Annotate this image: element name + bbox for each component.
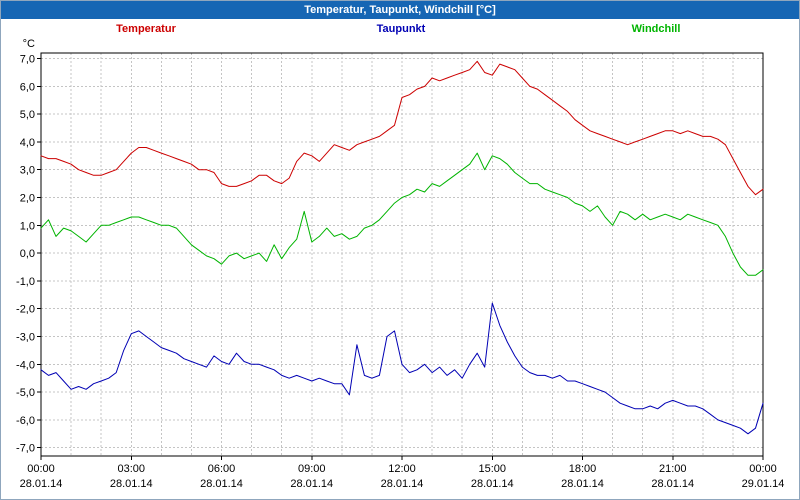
- window-title: Temperatur, Taupunkt, Windchill [°C]: [304, 4, 496, 16]
- svg-text:28.01.14: 28.01.14: [290, 478, 333, 490]
- svg-text:5,0: 5,0: [20, 109, 35, 121]
- svg-text:28.01.14: 28.01.14: [561, 478, 604, 490]
- svg-text:3,0: 3,0: [20, 165, 35, 177]
- svg-text:03:00: 03:00: [117, 463, 145, 475]
- svg-text:06:00: 06:00: [208, 463, 236, 475]
- window-title-bar: Temperatur, Taupunkt, Windchill [°C]: [1, 1, 799, 19]
- svg-text:29.01.14: 29.01.14: [742, 478, 785, 490]
- svg-text:-6,0: -6,0: [16, 415, 35, 427]
- svg-text:1,0: 1,0: [20, 220, 35, 232]
- svg-text:-7,0: -7,0: [16, 443, 35, 455]
- svg-text:6,0: 6,0: [20, 81, 35, 93]
- svg-text:7,0: 7,0: [20, 54, 35, 66]
- svg-text:18:00: 18:00: [569, 463, 597, 475]
- svg-text:28.01.14: 28.01.14: [110, 478, 153, 490]
- svg-text:28.01.14: 28.01.14: [20, 478, 63, 490]
- svg-text:-5,0: -5,0: [16, 387, 35, 399]
- svg-text:-4,0: -4,0: [16, 359, 35, 371]
- svg-text:-1,0: -1,0: [16, 276, 35, 288]
- svg-text:28.01.14: 28.01.14: [471, 478, 514, 490]
- svg-text:-2,0: -2,0: [16, 304, 35, 316]
- svg-text:15:00: 15:00: [478, 463, 506, 475]
- svg-text:00:00: 00:00: [749, 463, 777, 475]
- svg-text:28.01.14: 28.01.14: [651, 478, 694, 490]
- legend-item-temperatur: Temperatur: [116, 23, 176, 35]
- legend-item-windchill: Windchill: [631, 23, 681, 35]
- svg-text:0,0: 0,0: [20, 248, 35, 260]
- svg-text:°C: °C: [23, 38, 35, 50]
- svg-text:4,0: 4,0: [20, 137, 35, 149]
- svg-text:09:00: 09:00: [298, 463, 326, 475]
- svg-text:28.01.14: 28.01.14: [200, 478, 243, 490]
- svg-text:2,0: 2,0: [20, 193, 35, 205]
- svg-text:21:00: 21:00: [659, 463, 687, 475]
- svg-text:00:00: 00:00: [27, 463, 55, 475]
- svg-text:12:00: 12:00: [388, 463, 416, 475]
- svg-text:28.01.14: 28.01.14: [381, 478, 424, 490]
- legend-item-taupunkt: Taupunkt: [376, 23, 426, 35]
- svg-text:-3,0: -3,0: [16, 331, 35, 343]
